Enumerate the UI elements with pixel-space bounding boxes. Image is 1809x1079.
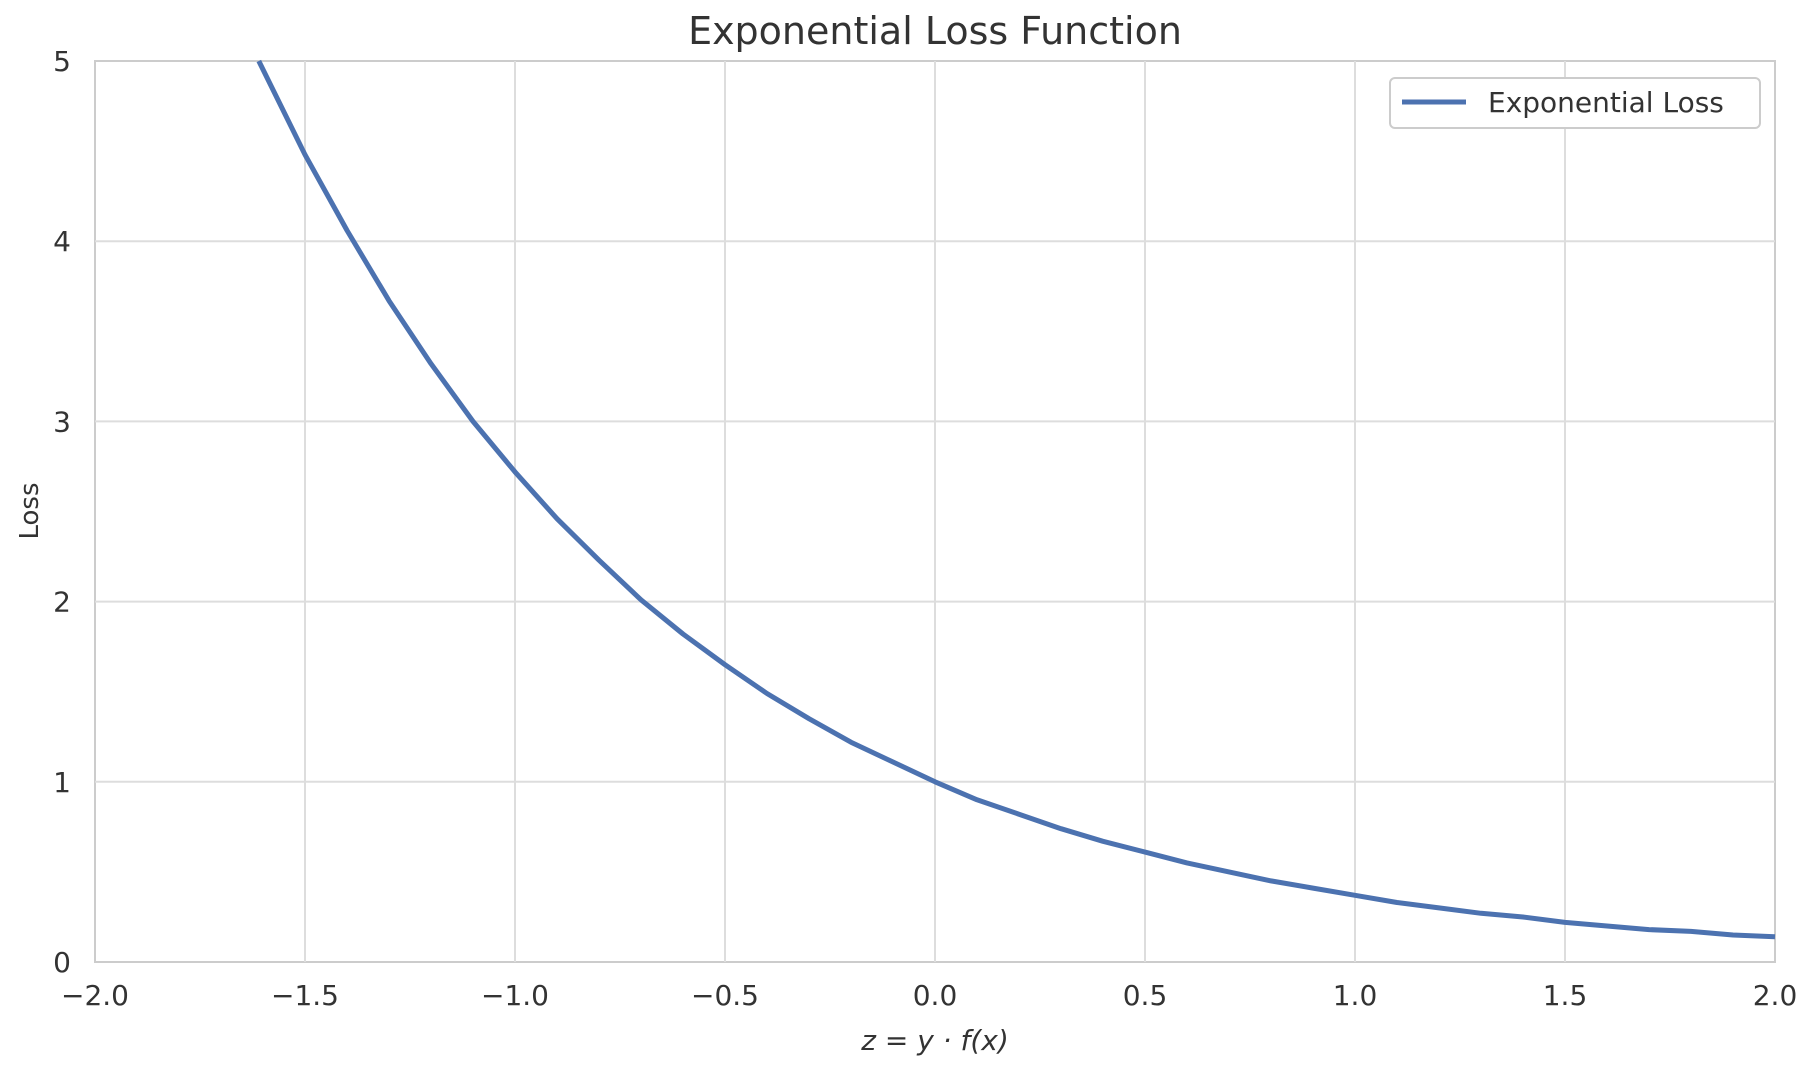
x-axis-label: z = y · f(x) bbox=[860, 1024, 1009, 1057]
x-tick-label: 2.0 bbox=[1753, 979, 1798, 1012]
x-tick-label: 1.5 bbox=[1543, 979, 1588, 1012]
y-tick-label: 1 bbox=[53, 766, 71, 799]
legend-box bbox=[1389, 77, 1761, 129]
y-tick-label: 2 bbox=[53, 586, 71, 619]
x-tick-label: −1.0 bbox=[481, 979, 549, 1012]
y-tick-label: 5 bbox=[53, 45, 71, 78]
x-tick-label: 1.0 bbox=[1333, 979, 1378, 1012]
y-tick-label: 0 bbox=[53, 946, 71, 979]
chart-title: Exponential Loss Function bbox=[688, 9, 1182, 53]
y-axis-label: Loss bbox=[15, 482, 45, 539]
x-tick-label: 0.0 bbox=[913, 979, 958, 1012]
series-layer bbox=[256, 59, 1776, 940]
x-tick-label: −2.0 bbox=[61, 979, 129, 1012]
legend: Exponential Loss bbox=[1389, 77, 1761, 129]
legend-label-exponential-loss: Exponential Loss bbox=[1488, 86, 1724, 119]
y-tick-label: 3 bbox=[53, 405, 71, 438]
x-tick-label: 0.5 bbox=[1123, 979, 1168, 1012]
x-tick-labels: −2.0 −1.5 −1.0 −0.5 0.0 0.5 1.0 1.5 2.0 bbox=[61, 979, 1797, 1012]
y-tick-label: 4 bbox=[53, 225, 71, 258]
x-tick-label: −1.5 bbox=[271, 979, 339, 1012]
y-tick-labels: 0 1 2 3 4 5 bbox=[53, 45, 71, 979]
grid-lines bbox=[95, 61, 1775, 962]
x-tick-label: −0.5 bbox=[691, 979, 759, 1012]
series-line-exponential-loss bbox=[256, 59, 1776, 940]
